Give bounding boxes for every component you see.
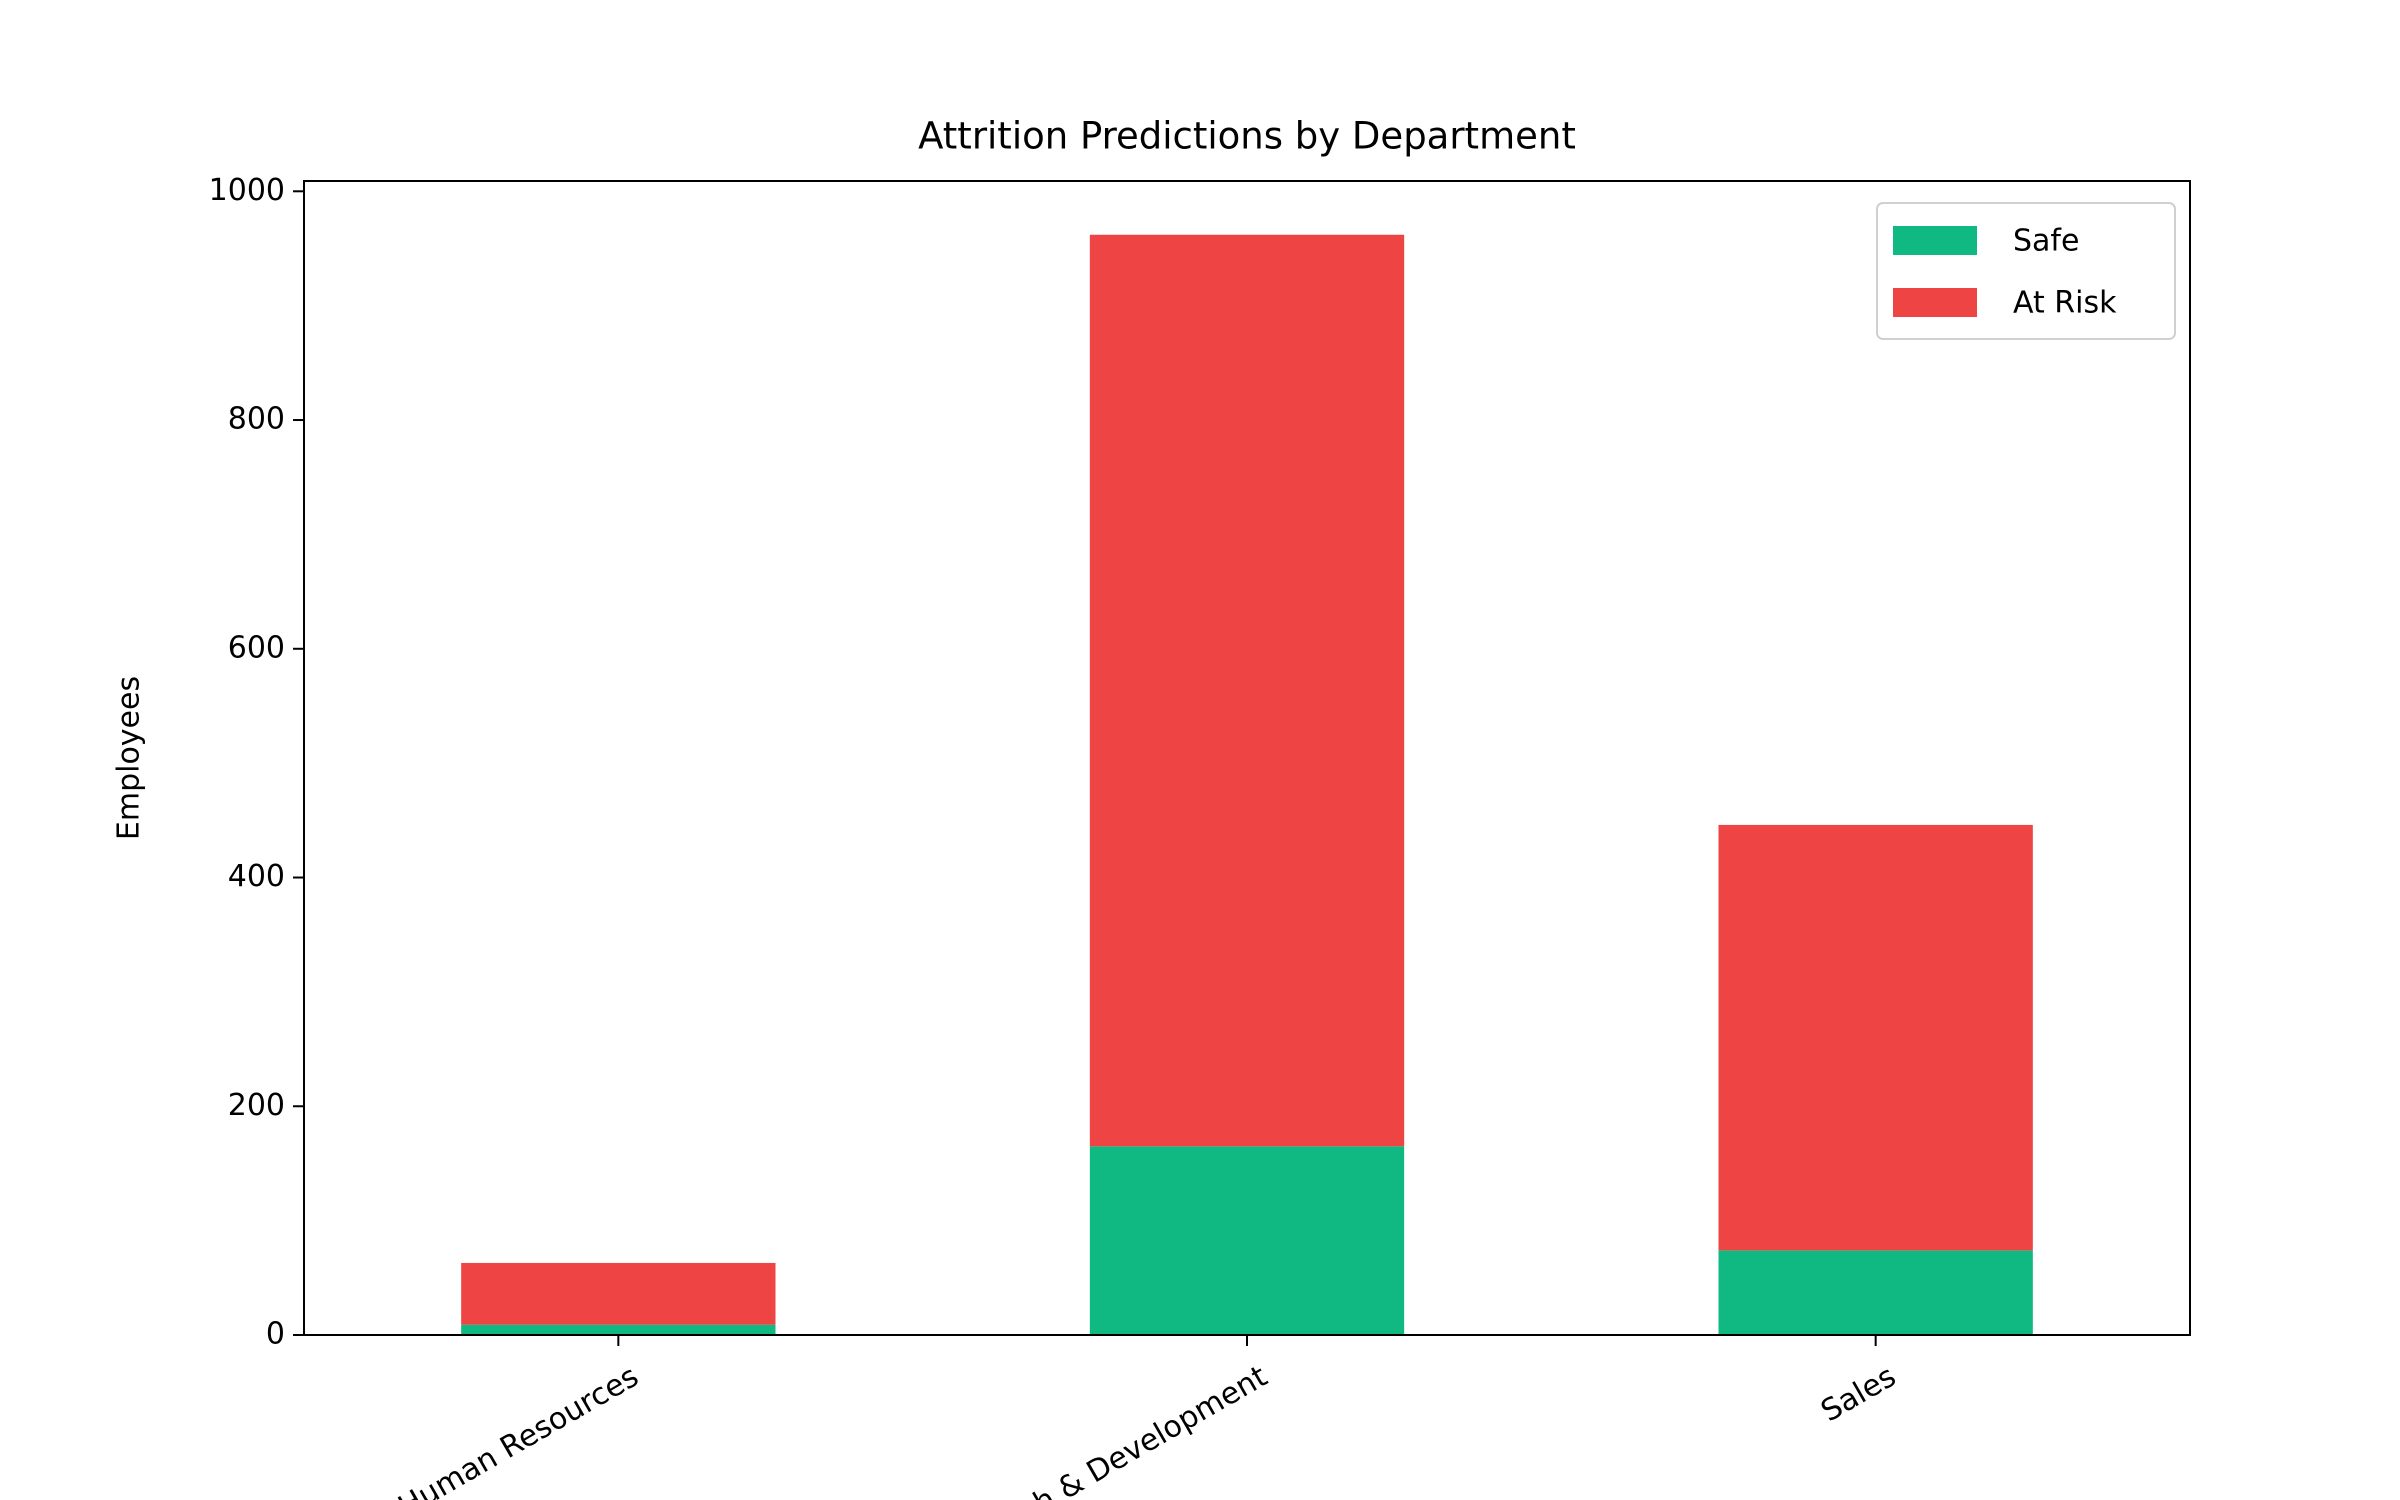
bar-segment	[1718, 824, 2033, 1251]
bar-segment	[461, 1262, 776, 1325]
y-tick-label: 1000	[209, 173, 285, 208]
y-tick-label: 600	[228, 630, 285, 665]
x-tick-label: Research & Development	[925, 1359, 1274, 1500]
legend-swatch	[1893, 226, 1977, 255]
y-tick-label: 400	[228, 859, 285, 894]
bar-segment	[1718, 1250, 2033, 1335]
legend-label: Safe	[2013, 224, 2079, 259]
bar-segment	[1089, 1146, 1405, 1335]
y-tick-label: 200	[228, 1088, 285, 1123]
y-tick-label: 800	[228, 402, 285, 437]
chart-title: Attrition Predictions by Department	[918, 115, 1576, 158]
legend-label: At Risk	[2013, 286, 2117, 321]
bar-segment	[461, 1324, 776, 1335]
x-tick-label: Sales	[1815, 1359, 1902, 1429]
bar-segment	[1089, 234, 1405, 1147]
y-axis-label: Employees	[112, 676, 147, 840]
plot-frame	[303, 180, 2191, 1336]
y-tick-label: 0	[266, 1317, 285, 1352]
x-tick-label: Human Resources	[392, 1359, 644, 1500]
legend-swatch	[1893, 288, 1977, 317]
